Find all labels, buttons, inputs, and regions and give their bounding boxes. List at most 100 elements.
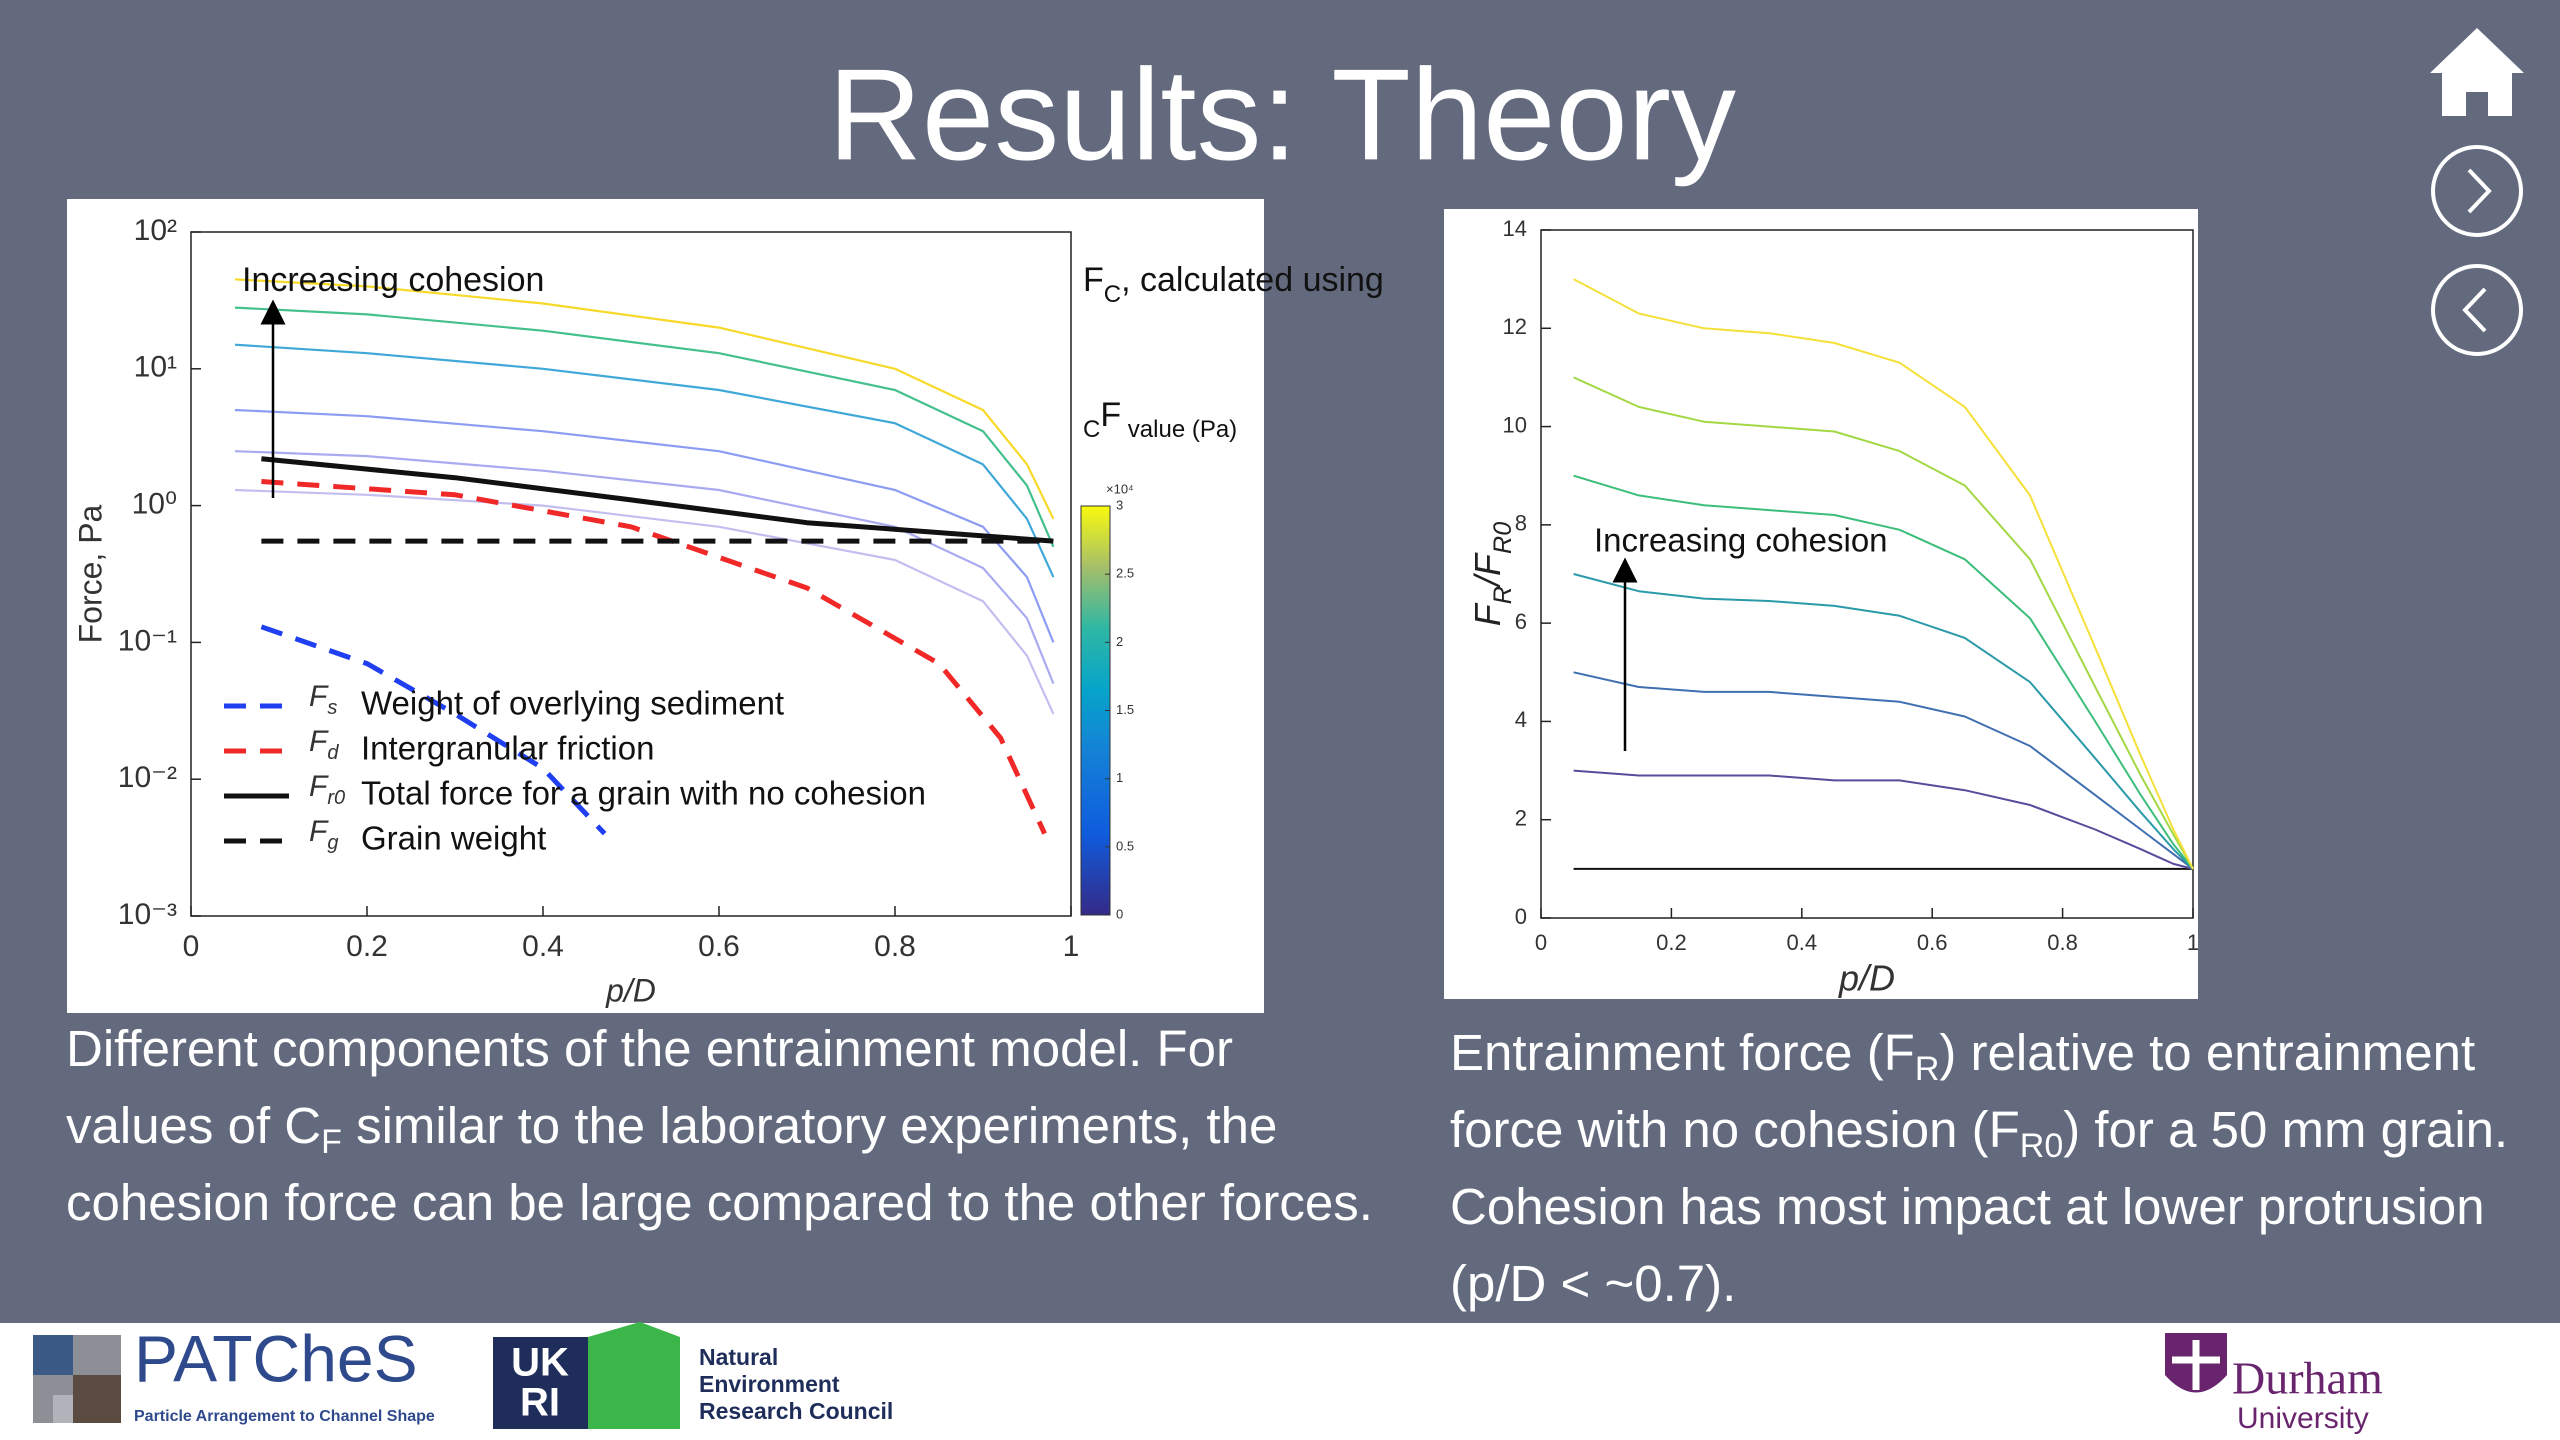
y-tick-label: 12 — [1503, 314, 1527, 339]
x-tick-label: 0.4 — [1787, 930, 1818, 955]
colorbar-tick-label: 2 — [1116, 634, 1123, 649]
legend-symbol: Fg — [309, 815, 338, 854]
legend-symbol-part: d — [327, 742, 339, 764]
slide-title: Results: Theory — [828, 41, 1736, 187]
legend-symbol-part: F — [309, 725, 329, 758]
series-line — [1573, 278, 2194, 870]
series-line — [1573, 474, 2194, 870]
legend-symbol: Fs — [309, 680, 337, 719]
caption-part: ) relative to entrainment force with no … — [1450, 1024, 2476, 1158]
caption: Different components of the entrainment … — [66, 1010, 1386, 1241]
y-tick-label: 10² — [134, 214, 177, 247]
y-tick-label: 10 — [1503, 412, 1527, 437]
y-axis-label-part: /F — [1467, 552, 1508, 589]
legend-label: Grain weight — [361, 820, 546, 857]
plot-frame — [1540, 229, 2194, 919]
durham-sub: University — [2237, 1402, 2369, 1435]
next-button[interactable] — [2431, 145, 2523, 237]
y-tick-label: 4 — [1515, 707, 1527, 732]
series-line — [1573, 769, 2194, 870]
series-line — [234, 450, 1055, 685]
x-tick-label: 0.2 — [346, 930, 388, 963]
caption-part: F — [321, 1123, 342, 1161]
x-tick-label: 0 — [1535, 930, 1547, 955]
y-tick-label: 2 — [1515, 806, 1527, 831]
x-tick-label: 1 — [1063, 930, 1080, 963]
y-tick-label: 10¹ — [134, 351, 177, 384]
y-tick-label: 6 — [1515, 609, 1527, 634]
legend-symbol-part: F — [309, 770, 329, 803]
ukri-text: RI — [520, 1381, 560, 1425]
x-tick-label: 0.2 — [1656, 930, 1687, 955]
y-axis-label-part: F — [1467, 602, 1508, 626]
colorbar-tick-label: 2.5 — [1116, 566, 1134, 581]
legend-symbol-part: s — [327, 697, 337, 719]
annotation: Increasing cohesion — [242, 261, 544, 299]
nerc-text: Natural — [699, 1344, 778, 1370]
colorbar-label-part: F — [1083, 261, 1104, 299]
legend-symbol-part: F — [309, 680, 329, 713]
legend-symbol: Fr0 — [309, 770, 345, 809]
y-tick-label: 10⁰ — [132, 488, 177, 521]
y-tick-label: 0 — [1515, 904, 1527, 929]
chart-panel — [67, 199, 1264, 1013]
previous-button[interactable] — [2431, 264, 2523, 356]
x-axis-label: p/D — [605, 972, 656, 1008]
series-line — [1573, 671, 2194, 870]
x-tick-label: 1 — [2187, 930, 2199, 955]
colorbar-tick-label: 0 — [1116, 906, 1123, 921]
x-tick-label: 0 — [183, 930, 200, 963]
ukri-green — [588, 1322, 680, 1429]
patches-icon — [33, 1335, 121, 1423]
series-line — [234, 278, 1055, 520]
x-tick-label: 0.8 — [874, 930, 916, 963]
nerc-text: Research Council — [699, 1398, 893, 1424]
colorbar-label-part: C — [1104, 281, 1121, 308]
caption: Entrainment force (FR) relative to entra… — [1450, 1014, 2520, 1322]
legend-symbol: Fd — [309, 725, 339, 764]
legend-symbol-part: g — [327, 832, 338, 854]
y-tick-label: 14 — [1503, 216, 1527, 241]
colorbar-tick-label: 1.5 — [1116, 702, 1134, 717]
annotation: Increasing cohesion — [1594, 522, 1888, 559]
colorbar-tick-label: 1 — [1116, 770, 1123, 785]
colorbar-label-part: value (Pa) — [1121, 416, 1237, 443]
colorbar-label-part: , calculated using — [1121, 261, 1393, 299]
colorbar-multiplier: ×10⁴ — [1106, 481, 1134, 496]
y-axis-label: Force, Pa — [72, 504, 108, 643]
caption-part: Entrainment force (F — [1450, 1024, 1915, 1081]
x-tick-label: 0.6 — [1917, 930, 1948, 955]
series-line — [234, 306, 1055, 548]
series-line — [260, 624, 607, 836]
durham-crest-cross — [2172, 1340, 2220, 1390]
y-tick-label: 10⁻¹ — [118, 624, 177, 657]
durham-name: Durham — [2232, 1353, 2383, 1404]
colorbar-tick-label: 3 — [1116, 497, 1123, 512]
ukri-box — [493, 1337, 588, 1429]
colorbar-label-part: C — [1083, 416, 1100, 443]
caption-part: R0 — [2019, 1127, 2064, 1165]
y-axis-label-part: R — [1489, 586, 1517, 604]
x-axis-label: p/D — [1838, 958, 1895, 999]
series-line — [261, 479, 1047, 835]
legend-label: Intergranular friction — [361, 730, 654, 767]
caption-part: ) for a 50 mm grain. Cohesion has most i… — [1450, 1101, 2509, 1312]
y-tick-label: 10⁻² — [118, 761, 177, 794]
x-tick-label: 0.6 — [698, 930, 740, 963]
y-axis-label: FR/FR0 — [1467, 522, 1517, 626]
y-tick-label: 10⁻³ — [118, 898, 177, 931]
legend-label: Total force for a grain with no cohesion — [361, 775, 926, 812]
caption-part: similar to the laboratory experiments, t… — [66, 1097, 1373, 1231]
home-button[interactable] — [2430, 28, 2524, 116]
patches-name: PATCheS — [134, 1321, 418, 1395]
legend-symbol-part: r0 — [327, 787, 345, 809]
series-line — [234, 343, 1055, 578]
footer-band — [0, 1323, 2560, 1440]
series-line — [234, 408, 1055, 643]
patches-tagline: Particle Arrangement to Channel Shape — [134, 1408, 435, 1425]
series-line — [1573, 376, 2194, 870]
series-line — [1573, 573, 2194, 870]
x-tick-label: 0.4 — [522, 930, 564, 963]
nerc-text: Environment — [699, 1371, 840, 1397]
